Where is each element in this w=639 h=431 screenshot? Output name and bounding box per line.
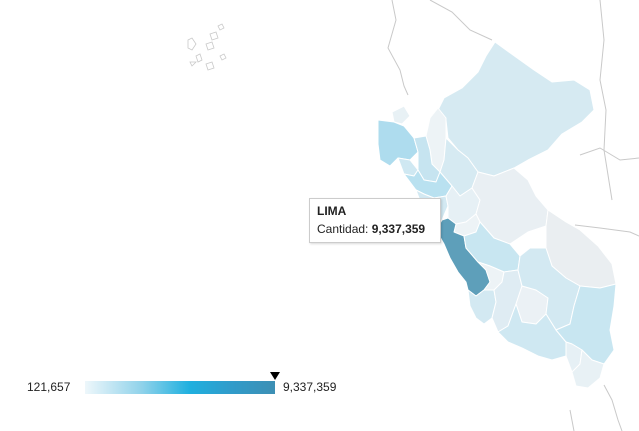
region-tacna[interactable] bbox=[571, 349, 605, 389]
regions bbox=[377, 41, 617, 389]
legend-marker-icon bbox=[270, 372, 280, 380]
tooltip-value: 9,337,359 bbox=[371, 222, 426, 236]
region-tumbes[interactable] bbox=[391, 105, 411, 125]
islands bbox=[187, 23, 227, 71]
tooltip-title: LIMA bbox=[317, 204, 347, 218]
legend-color-scale bbox=[85, 381, 275, 394]
map-tooltip: LIMA Cantidad: 9,337,359 bbox=[309, 198, 441, 243]
neighbour-borders bbox=[387, 0, 639, 431]
tooltip-label: Cantidad: bbox=[317, 222, 369, 236]
region-ica[interactable] bbox=[467, 289, 497, 325]
legend-min-value: 121,657 bbox=[27, 380, 71, 394]
region-lambayeque[interactable] bbox=[397, 157, 419, 177]
region-ucayali[interactable] bbox=[471, 167, 549, 245]
tooltip-row: Cantidad: 9,337,359 bbox=[317, 222, 433, 236]
legend-max-value: 9,337,359 bbox=[283, 380, 337, 394]
